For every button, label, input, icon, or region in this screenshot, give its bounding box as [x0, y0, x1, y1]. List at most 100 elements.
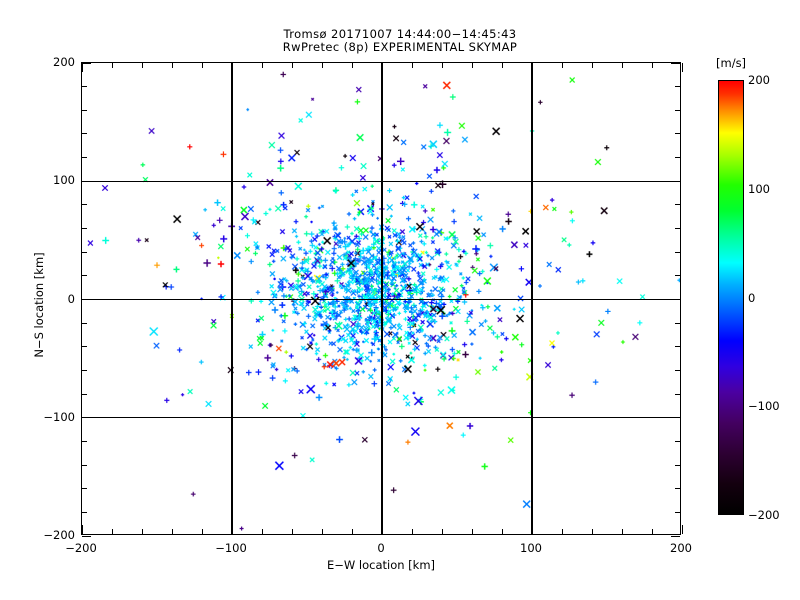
y-tick-label: 100 — [53, 173, 75, 188]
figure-title-line-1: Tromsø 20171007 14:44:00−14:45:43 — [283, 27, 517, 41]
axis-tick — [141, 529, 143, 534]
axis-tick — [675, 511, 680, 513]
axis-tick — [621, 63, 623, 68]
gridline-vertical — [531, 63, 533, 534]
axis-tick — [675, 488, 680, 490]
axis-tick — [501, 63, 503, 68]
x-tick-label: 0 — [377, 541, 385, 555]
axis-tick — [82, 133, 87, 135]
axis-tick — [82, 109, 87, 111]
axis-tick — [291, 529, 293, 534]
axis-tick — [321, 63, 323, 68]
axis-tick — [82, 62, 91, 64]
axis-tick — [291, 63, 293, 68]
x-axis-title: E−W location [km] — [326, 558, 436, 572]
axis-tick — [82, 440, 87, 442]
axis-tick — [81, 63, 83, 72]
scatter-data-layer — [82, 63, 680, 534]
axis-tick — [531, 525, 533, 534]
axis-tick — [411, 63, 413, 68]
axis-tick — [82, 535, 91, 537]
axis-tick — [675, 133, 680, 135]
axis-tick — [671, 535, 680, 537]
axis-tick — [82, 346, 87, 348]
x-tick-label: 100 — [520, 541, 542, 555]
axis-tick — [82, 228, 87, 230]
axis-tick — [651, 63, 653, 68]
axis-tick — [671, 299, 680, 300]
y-axis-title: N−S location [km] — [32, 252, 46, 358]
axis-tick — [675, 275, 680, 277]
axis-tick — [321, 529, 323, 534]
axis-tick — [675, 251, 680, 253]
axis-tick — [675, 228, 680, 230]
axis-tick — [82, 417, 91, 419]
colorbar-unit-label: [m/s] — [716, 56, 747, 70]
axis-tick — [82, 393, 87, 395]
axis-tick — [671, 62, 680, 64]
axis-tick — [651, 529, 653, 534]
axis-tick — [231, 63, 233, 72]
axis-tick — [675, 204, 680, 206]
axis-tick — [675, 440, 680, 442]
axis-tick — [111, 529, 113, 534]
axis-tick — [471, 63, 473, 68]
axis-tick — [675, 464, 680, 466]
axis-tick — [351, 529, 353, 534]
colorbar-tick-label: 0 — [748, 290, 756, 305]
x-tick-label: −100 — [215, 541, 247, 555]
gridline-horizontal — [82, 417, 680, 419]
y-tick-label: −200 — [43, 528, 75, 542]
axis-tick — [381, 63, 383, 72]
colorbar-tick-label: −100 — [748, 399, 780, 414]
axis-tick — [531, 63, 533, 72]
axis-tick — [561, 63, 563, 68]
gridline-vertical — [381, 63, 383, 534]
plot-area — [81, 62, 683, 537]
axis-tick — [675, 109, 680, 111]
axis-tick — [675, 393, 680, 395]
axis-tick — [411, 529, 413, 534]
axis-tick — [675, 157, 680, 159]
axis-tick — [81, 525, 83, 534]
axis-tick — [82, 157, 87, 159]
gridline-horizontal — [82, 180, 680, 182]
colorbar-tick-label: 200 — [748, 73, 770, 87]
axis-tick — [681, 525, 683, 534]
axis-tick — [82, 299, 91, 300]
axis-tick — [82, 464, 87, 466]
axis-tick — [82, 180, 91, 182]
axis-tick — [261, 529, 263, 534]
x-tick-label: −200 — [65, 541, 97, 555]
axis-tick — [201, 529, 203, 534]
y-tick-label: 200 — [53, 55, 75, 69]
axis-tick — [675, 346, 680, 348]
axis-tick — [471, 529, 473, 534]
axis-tick — [261, 63, 263, 68]
axis-tick — [441, 529, 443, 534]
axis-tick — [82, 204, 87, 206]
axis-tick — [141, 63, 143, 68]
axis-tick — [591, 529, 593, 534]
y-tick-label: 0 — [67, 291, 75, 306]
axis-tick — [441, 63, 443, 68]
axis-tick — [591, 63, 593, 68]
axis-tick — [381, 525, 383, 534]
colorbar-tick-label: −200 — [748, 508, 780, 522]
y-tick-label: −100 — [43, 409, 75, 424]
axis-tick — [82, 369, 87, 371]
axis-tick — [82, 275, 87, 277]
x-tick-label: 200 — [670, 541, 692, 555]
axis-tick — [681, 63, 683, 72]
colorbar-tick-label: 100 — [748, 181, 770, 196]
axis-tick — [561, 529, 563, 534]
axis-tick — [351, 63, 353, 68]
axis-tick — [171, 529, 173, 534]
axis-tick — [82, 86, 87, 88]
axis-tick — [111, 63, 113, 68]
axis-tick — [171, 63, 173, 68]
axis-tick — [201, 63, 203, 68]
gridline-vertical — [231, 63, 233, 534]
gridline-horizontal — [82, 298, 680, 301]
